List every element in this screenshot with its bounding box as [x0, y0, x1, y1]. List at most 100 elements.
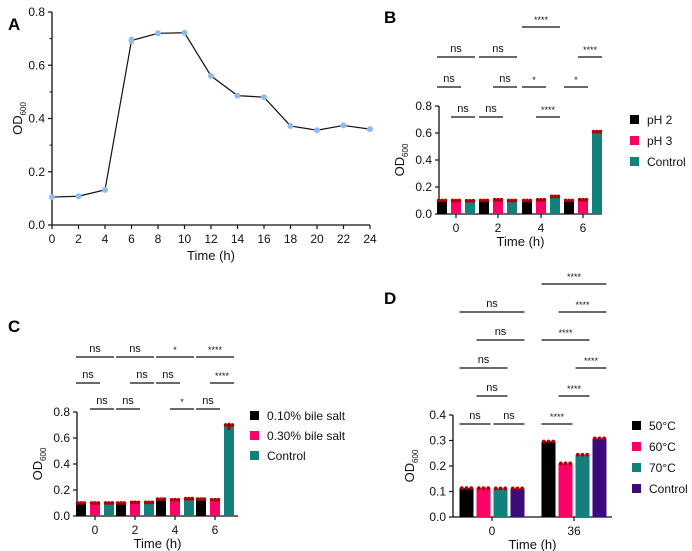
replicate-dot: [195, 497, 200, 501]
bar: [558, 463, 573, 517]
replicate-dot: [82, 501, 87, 505]
legend-swatch: [630, 157, 639, 166]
replicate-dot: [469, 486, 474, 491]
panel-b: 0.0 0.2 0.4 0.6 0.8 OD600 0 2 4 6 Time (h) ns ns ns ns…: [392, 15, 686, 249]
x-tick-label: 22: [337, 232, 351, 246]
x-tick-label: 6: [212, 523, 219, 537]
x-tick-label: 4: [538, 221, 545, 235]
legend-label: Control: [647, 155, 686, 169]
significance-label: ns: [129, 343, 141, 355]
replicate-dot: [551, 439, 556, 444]
y-tick-label: 0.0: [415, 207, 432, 221]
significance-label: ns: [162, 369, 174, 381]
bar: [476, 488, 491, 517]
replicate-dot: [436, 198, 441, 203]
bar: [104, 503, 114, 516]
replicate-dot: [199, 497, 203, 501]
legend-swatch: [250, 451, 259, 460]
y-tick-label: 0.6: [28, 58, 45, 72]
y-tick-label: 0.0: [53, 509, 70, 523]
replicate-dot: [440, 198, 444, 203]
significance-label: ns: [136, 369, 148, 381]
replicate-dot: [103, 501, 108, 505]
data-point: [340, 122, 347, 129]
replicate-dot: [122, 501, 127, 505]
replicate-dot: [570, 198, 575, 203]
replicate-dot: [143, 500, 148, 505]
data-point: [75, 193, 82, 200]
panel-c: 0.0 0.2 0.4 0.6 0.8 OD600 0 2 4 6 Time (h) ns ns ns ns…: [30, 343, 346, 551]
replicate-dot: [580, 452, 585, 457]
y-tick-label: 0.0: [429, 510, 446, 524]
significance-label: ns: [96, 395, 108, 407]
bar: [592, 438, 607, 517]
bar: [564, 200, 574, 214]
y-axis-title-main: OD: [30, 461, 45, 481]
replicate-dot: [89, 501, 94, 505]
replicate-dot: [202, 497, 207, 501]
replicate-dot: [213, 497, 217, 502]
significance-label: ns: [450, 43, 462, 55]
legend-swatch: [250, 411, 259, 420]
bar: [536, 199, 546, 214]
y-tick-label: 0.4: [28, 112, 45, 126]
y-axis-title-main: OD: [392, 157, 407, 177]
legend-swatch: [632, 463, 641, 472]
replicate-dot: [521, 198, 526, 203]
replicate-dot: [464, 486, 469, 491]
replicate-dot: [187, 496, 191, 501]
legend-swatch: [632, 484, 641, 493]
y-tick-label: 0.2: [53, 483, 70, 497]
replicate-dot: [597, 436, 602, 441]
legend-label: pH 3: [647, 134, 673, 148]
significance-label: ns: [457, 103, 469, 115]
replicate-dot: [110, 501, 115, 505]
replicate-dot: [173, 497, 177, 502]
replicate-dot: [602, 436, 607, 441]
x-tick-label: 12: [204, 232, 218, 246]
replicate-dot: [159, 497, 163, 501]
replicate-dot: [96, 501, 101, 505]
y-tick-label: 0.1: [429, 485, 446, 499]
y-axis-title: OD600: [30, 447, 48, 480]
replicate-dot: [513, 198, 518, 203]
significance-label: ****: [583, 45, 598, 55]
significance-label: ns: [122, 395, 134, 407]
replicate-dot: [129, 500, 134, 505]
replicate-dot: [169, 497, 174, 502]
significance-label: ns: [202, 395, 214, 407]
significance-label: ns: [469, 410, 481, 422]
replicate-dot: [568, 461, 573, 466]
panel-label-d: D: [384, 289, 396, 308]
significance-label: ****: [558, 328, 573, 338]
data-point: [102, 186, 108, 193]
legend-swatch: [630, 136, 639, 145]
replicate-dot: [492, 197, 497, 202]
x-tick-label: 14: [231, 232, 245, 246]
replicate-dot: [454, 198, 458, 203]
replicate-dot: [75, 501, 80, 505]
bar: [90, 503, 100, 516]
bar: [144, 502, 154, 516]
replicate-dot: [498, 486, 503, 491]
replicate-dot: [546, 439, 551, 444]
significance-label: ****: [541, 105, 556, 115]
replicate-dot: [482, 198, 486, 203]
y-tick-label: 0.6: [53, 431, 70, 445]
x-tick-label: 4: [172, 523, 179, 537]
x-tick-label: 36: [567, 524, 581, 538]
replicate-dot: [230, 423, 235, 427]
x-tick-label: 6: [580, 221, 587, 235]
replicate-dot: [525, 198, 529, 203]
replicate-dot: [515, 486, 520, 491]
bar: [184, 498, 194, 516]
legend-swatch: [250, 431, 259, 440]
replicate-dot: [563, 198, 568, 203]
replicate-dot: [107, 501, 111, 505]
y-tick-label: 0.6: [415, 126, 432, 140]
significance-label: ****: [550, 412, 565, 422]
replicate-dot: [503, 486, 508, 491]
data-point: [155, 30, 161, 37]
legend-label: Control: [267, 449, 306, 463]
significance-label: ns: [499, 73, 511, 85]
